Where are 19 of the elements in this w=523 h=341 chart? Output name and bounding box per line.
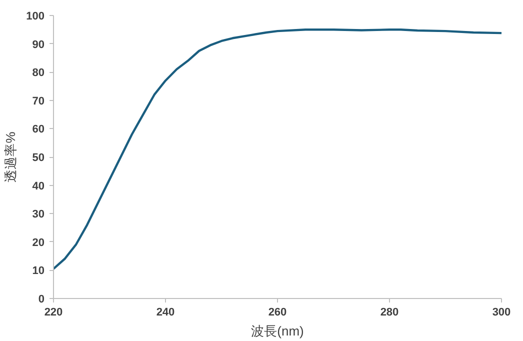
- y-axis-title: 透過率%: [3, 131, 18, 182]
- x-tick-label: 300: [492, 306, 511, 318]
- y-tick-label: 90: [32, 38, 45, 51]
- y-tick-label: 50: [32, 152, 45, 164]
- x-tick-label: 280: [380, 306, 399, 318]
- y-tick-label: 60: [32, 124, 45, 136]
- y-tick-label: 80: [32, 67, 45, 80]
- y-tick-label: 70: [32, 95, 45, 108]
- y-tick-label: 10: [32, 265, 45, 278]
- line-series: [54, 28, 502, 270]
- x-tick-label: 260: [268, 306, 287, 318]
- y-tick-label: 20: [32, 236, 45, 249]
- y-tick-label: 40: [32, 180, 45, 192]
- y-tick-label: 30: [32, 208, 45, 221]
- y-tick-label: 100: [26, 10, 45, 22]
- x-tick-label: 240: [156, 306, 175, 318]
- x-tick-label: 220: [44, 306, 63, 318]
- y-tick-label: 0: [38, 294, 45, 306]
- x-axis-title: 波長(nm): [251, 324, 304, 338]
